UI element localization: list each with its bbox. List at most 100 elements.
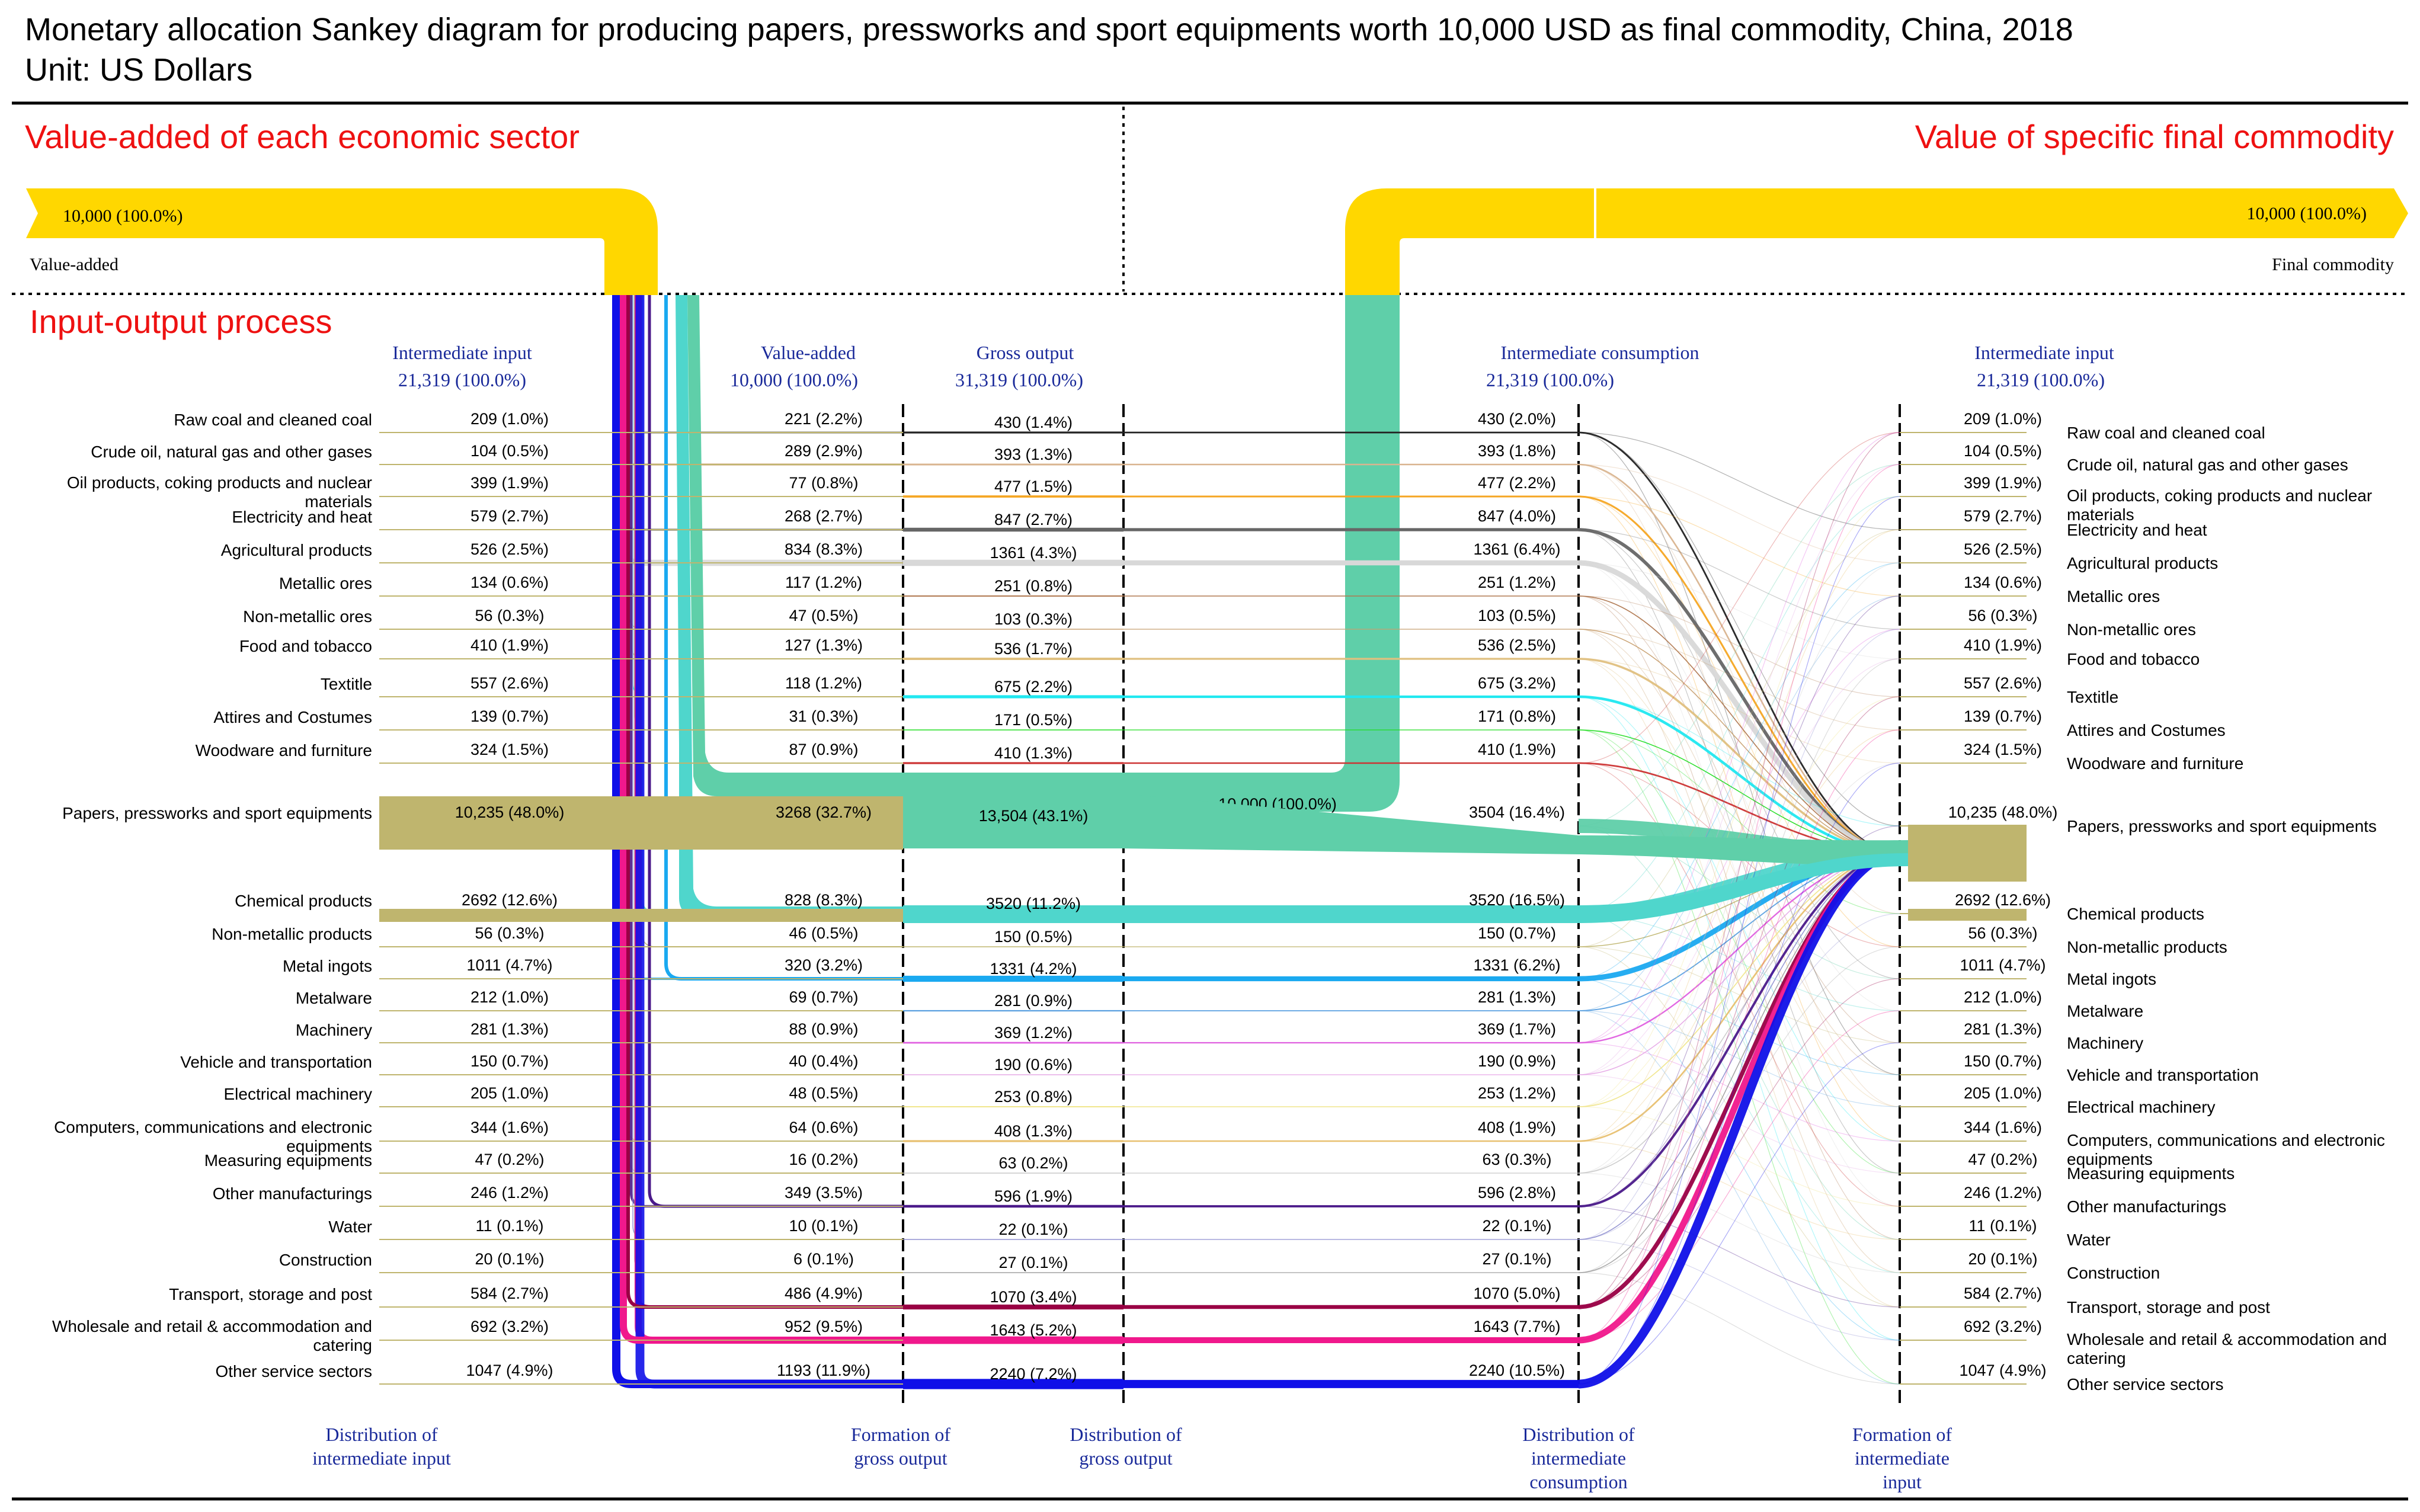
fan-flow-23-2: [1578, 658, 1900, 1273]
header-int-input-left: Intermediate input: [392, 342, 532, 363]
go-value-18: 253 (0.8%): [994, 1088, 1073, 1106]
fan-flow-5-2: [1578, 595, 1900, 1043]
fan-flow-17-3: [1578, 658, 1900, 1075]
ic-value-3: 847 (4.0%): [1478, 507, 1556, 525]
ic-value-24: 1070 (5.0%): [1473, 1284, 1560, 1302]
va-value-21: 349 (3.5%): [785, 1184, 863, 1202]
va-value-9: 31 (0.3%): [789, 707, 858, 725]
fan-flow-21-2: [1578, 595, 1900, 1207]
right-int-input-10: 324 (1.5%): [1964, 741, 2042, 758]
left-sector-label-4: Agricultural products: [221, 541, 372, 559]
go-value-15: 281 (0.9%): [994, 992, 1073, 1010]
right-int-input-12: 2692 (12.6%): [1955, 891, 2051, 909]
fan-flow-3-1: [1578, 529, 1900, 630]
go-value-26: 2240 (7.2%): [990, 1365, 1077, 1383]
right-sector-label-13: Non-metallic products: [2067, 938, 2227, 956]
fan-flow-23-1: [1578, 1272, 1900, 1385]
left-int-input-26: 1047 (4.9%): [466, 1362, 553, 1379]
fan-flow-15-3: [1578, 595, 1900, 1011]
final-commodity-caption: Final commodity: [2272, 255, 2394, 274]
fan-flow-9-2: [1578, 729, 1900, 1174]
fan-flow-18-1: [1578, 1106, 1900, 1207]
left-int-input-10: 324 (1.5%): [470, 741, 549, 758]
left-int-input-15: 212 (1.0%): [470, 988, 549, 1006]
fan-flow-24-2: [1578, 696, 1900, 1308]
go-value-25: 1643 (5.2%): [990, 1321, 1077, 1339]
fan-flow-26-0: [1578, 848, 1900, 1389]
left-sector-label-26: Other service sectors: [215, 1362, 372, 1380]
right-int-input-20: 47 (0.2%): [1968, 1151, 2037, 1168]
fan-flow-8-1: [1578, 696, 1900, 827]
chem-left-bar: [379, 909, 903, 922]
va-value-18: 48 (0.5%): [789, 1084, 858, 1102]
footer-dist_int_input-1: intermediate input: [312, 1447, 451, 1469]
go-value-9: 171 (0.5%): [994, 711, 1073, 729]
left-int-input-13: 56 (0.3%): [475, 924, 544, 942]
right-sector-label-19: Computers, communications and electronic: [2067, 1131, 2385, 1149]
left-sector-label-7: Food and tobacco: [239, 637, 372, 655]
header-int-consumption: Intermediate consumption: [1500, 342, 1699, 363]
ic-value-5: 251 (1.2%): [1478, 574, 1556, 591]
right-sector-label-25: Wholesale and retail & accommodation and: [2067, 1330, 2387, 1348]
fan-flow-6-1: [1578, 629, 1900, 731]
left-sector-label-10: Woodware and furniture: [196, 741, 372, 760]
fan-flow-19-2: [1578, 529, 1900, 1142]
ic-value-18: 253 (1.2%): [1478, 1084, 1556, 1102]
fan-flow-22-2: [1578, 629, 1900, 1240]
left-int-input-24: 584 (2.7%): [470, 1284, 549, 1302]
ic-value-7: 536 (2.5%): [1478, 636, 1556, 654]
va-value-19: 64 (0.6%): [789, 1119, 858, 1136]
fan-flow-4-2: [1578, 562, 1900, 1011]
left-sector-label-25: catering: [313, 1336, 372, 1354]
header-int-input-left-total: 21,319 (100.0%): [398, 369, 526, 390]
va-value-10: 87 (0.9%): [789, 741, 858, 758]
ic-value-9: 171 (0.8%): [1478, 707, 1556, 725]
ic-value-20: 63 (0.3%): [1482, 1151, 1551, 1168]
va-value-0: 221 (2.2%): [785, 410, 863, 428]
ic-value-10: 410 (1.9%): [1478, 741, 1556, 758]
left-int-input-0: 209 (1.0%): [470, 410, 549, 428]
va-value-5: 117 (1.2%): [785, 574, 862, 591]
va-value-2: 77 (0.8%): [789, 474, 858, 492]
left-int-input-18: 205 (1.0%): [470, 1084, 549, 1102]
left-int-input-12: 2692 (12.6%): [462, 891, 558, 909]
focus-flow-teal: [903, 295, 1400, 812]
right-int-input-2: 399 (1.9%): [1964, 474, 2042, 492]
fan-flow-26-3: [1578, 1042, 1900, 1385]
right-int-input-1: 104 (0.5%): [1964, 442, 2042, 460]
chem-band: [903, 905, 1579, 923]
value-added-heading: Value-added of each economic sector: [25, 118, 580, 155]
fan-flow-24-3: [1578, 978, 1900, 1308]
footer-dist_int_consumption-0: Distribution of: [1522, 1424, 1635, 1445]
fan-flow-21-1: [1578, 1206, 1900, 1308]
va-value-17: 40 (0.4%): [789, 1052, 858, 1070]
right-int-input-3: 579 (2.7%): [1964, 507, 2042, 525]
fan-flow-20-2: [1578, 562, 1900, 1174]
ic-value-6: 103 (0.5%): [1478, 607, 1556, 624]
fan-flow-2-0: [1578, 495, 1900, 854]
fan-flow-25-2: [1578, 729, 1900, 1341]
footer-dist_int_consumption-1: intermediate: [1531, 1447, 1626, 1469]
right-int-input-26: 1047 (4.9%): [1959, 1362, 2046, 1379]
left-sector-label-6: Non-metallic ores: [243, 607, 372, 626]
fan-flow-5-1: [1578, 595, 1900, 697]
left-sector-label-11: Papers, pressworks and sport equipments: [62, 804, 372, 822]
footer-form_gross_output-1: gross output: [854, 1447, 947, 1469]
io-process-heading: Input-output process: [30, 303, 332, 340]
footer-dist_gross_output-0: Distribution of: [1070, 1424, 1182, 1445]
right-int-input-19: 344 (1.6%): [1964, 1119, 2042, 1136]
right-sector-label-12: Chemical products: [2067, 905, 2204, 923]
fan-flow-12-3: [1578, 496, 1900, 914]
fan-flow-7-1: [1578, 658, 1900, 764]
right-sector-label-25: catering: [2067, 1349, 2126, 1367]
ic-value-21: 596 (2.8%): [1478, 1184, 1556, 1202]
right-sector-label-26: Other service sectors: [2067, 1375, 2224, 1394]
va-value-25: 952 (9.5%): [785, 1318, 863, 1335]
right-int-input-5: 134 (0.6%): [1964, 574, 2042, 591]
fan-flow-4-0: [1578, 560, 1900, 856]
go-value-13: 150 (0.5%): [994, 928, 1073, 946]
right-int-input-23: 20 (0.1%): [1968, 1250, 2037, 1268]
value-added-band-label: 10,000 (100.0%): [63, 206, 183, 226]
fan-flow-18-2: [1578, 496, 1900, 1107]
footer-dist_int_input-0: Distribution of: [325, 1424, 438, 1445]
